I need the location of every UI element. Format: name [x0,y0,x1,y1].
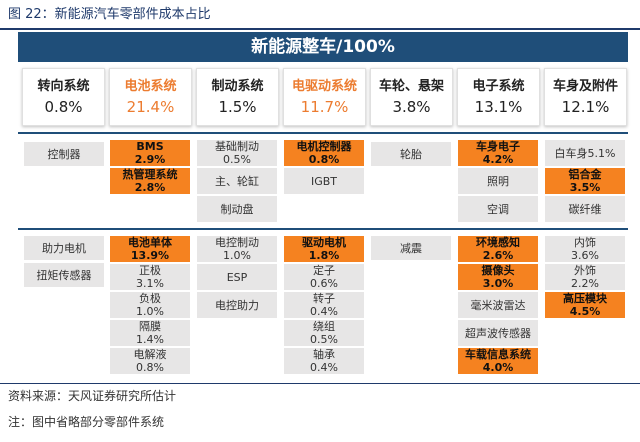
part-mmwave-radar: 毫米波雷达 [458,292,538,318]
category-steering: 转向系统 0.8% [22,68,105,126]
category-name: 电驱动系统 [291,79,357,94]
part-interior: 内饰 3.6% [545,236,625,262]
part-thermal-management: 热管理系统 2.8% [110,168,190,194]
category-wheel: 车轮、悬架 3.8% [370,68,453,126]
part-environment-sensing: 环境感知 2.6% [458,236,538,262]
part-battery-cell: 电池单体 13.9% [110,236,190,262]
category-pct: 11.7% [300,98,349,116]
category-pct: 13.1% [474,98,523,116]
part-tire: 轮胎 [371,142,451,166]
part-cathode: 正极 3.1% [110,264,190,290]
category-pct: 3.8% [392,98,431,116]
category-pct: 0.8% [44,98,83,116]
part-camera: 摄像头 3.0% [458,264,538,290]
footnote: 注：图中省略部分零部件系统 [8,415,165,429]
part-igbt: IGBT [284,168,364,194]
category-electronics: 电子系统 13.1% [457,68,540,126]
part-body-electronics: 车身电子 4.2% [458,140,538,166]
part-ultrasonic-sensor: 超声波传感器 [458,320,538,346]
category-brake: 制动系统 1.5% [196,68,279,126]
part-torque-sensor: 扭矩传感器 [24,263,104,287]
category-pct: 12.1% [561,98,610,116]
part-carbon-fiber: 碳纤维 [545,196,625,222]
part-body-in-white: 白车身5.1% [545,140,625,166]
part-air-conditioning: 空调 [458,196,538,222]
category-body: 车身及附件 12.1% [544,68,627,126]
part-stator: 定子 0.6% [284,264,364,290]
section-divider [18,132,628,134]
category-pct: 21.4% [126,98,175,116]
part-rotor: 转子 0.4% [284,292,364,318]
part-aluminum-alloy: 铝合金 3.5% [545,168,625,194]
category-name: 车身及附件 [552,79,618,94]
figure-title: 图 22：新能源汽车零部件成本占比 [8,7,211,22]
part-winding: 绕组 0.5% [284,320,364,346]
category-name: 电子系统 [472,79,525,94]
title-rule [0,28,640,30]
part-motor-controller: 电机控制器 0.8% [284,140,364,166]
source-rule [0,383,640,384]
part-exterior: 外饰 2.2% [545,264,625,290]
part-brake-disc: 制动盘 [197,196,277,222]
part-controller: 控制器 [24,142,104,166]
part-bearing: 轴承 0.4% [284,348,364,374]
category-pct: 1.5% [218,98,257,116]
part-electronic-booster: 电控助力 [197,292,277,318]
part-electrolyte: 电解液 0.8% [110,348,190,374]
category-name: 转向系统 [37,79,90,94]
part-wheel-cylinder: 主、轮缸 [197,168,277,194]
part-basic-brake: 基础制动 0.5% [197,140,277,166]
part-anode: 负极 1.0% [110,292,190,318]
part-infotainment: 车载信息系统 4.0% [458,348,538,374]
part-high-voltage-module: 高压模块 4.5% [545,292,625,318]
category-battery: 电池系统 21.4% [109,68,192,126]
part-drive-motor: 驱动电机 1.8% [284,236,364,262]
section-divider [18,228,628,230]
category-name: 车轮、悬架 [378,79,444,94]
part-separator: 隔膜 1.4% [110,320,190,346]
part-electronic-brake: 电控制动 1.0% [197,236,277,262]
source-note: 资料来源：天风证券研究所估计 [8,389,177,403]
part-lighting: 照明 [458,168,538,194]
category-name: 制动系统 [211,79,264,94]
vehicle-banner: 新能源整车/100% [18,32,628,62]
part-assist-motor: 助力电机 [24,236,104,260]
part-shock-absorber: 减震 [371,236,451,260]
part-esp: ESP [197,264,277,290]
part-bms: BMS 2.9% [110,140,190,166]
category-name: 电池系统 [124,79,177,94]
category-drive: 电驱动系统 11.7% [283,68,366,126]
